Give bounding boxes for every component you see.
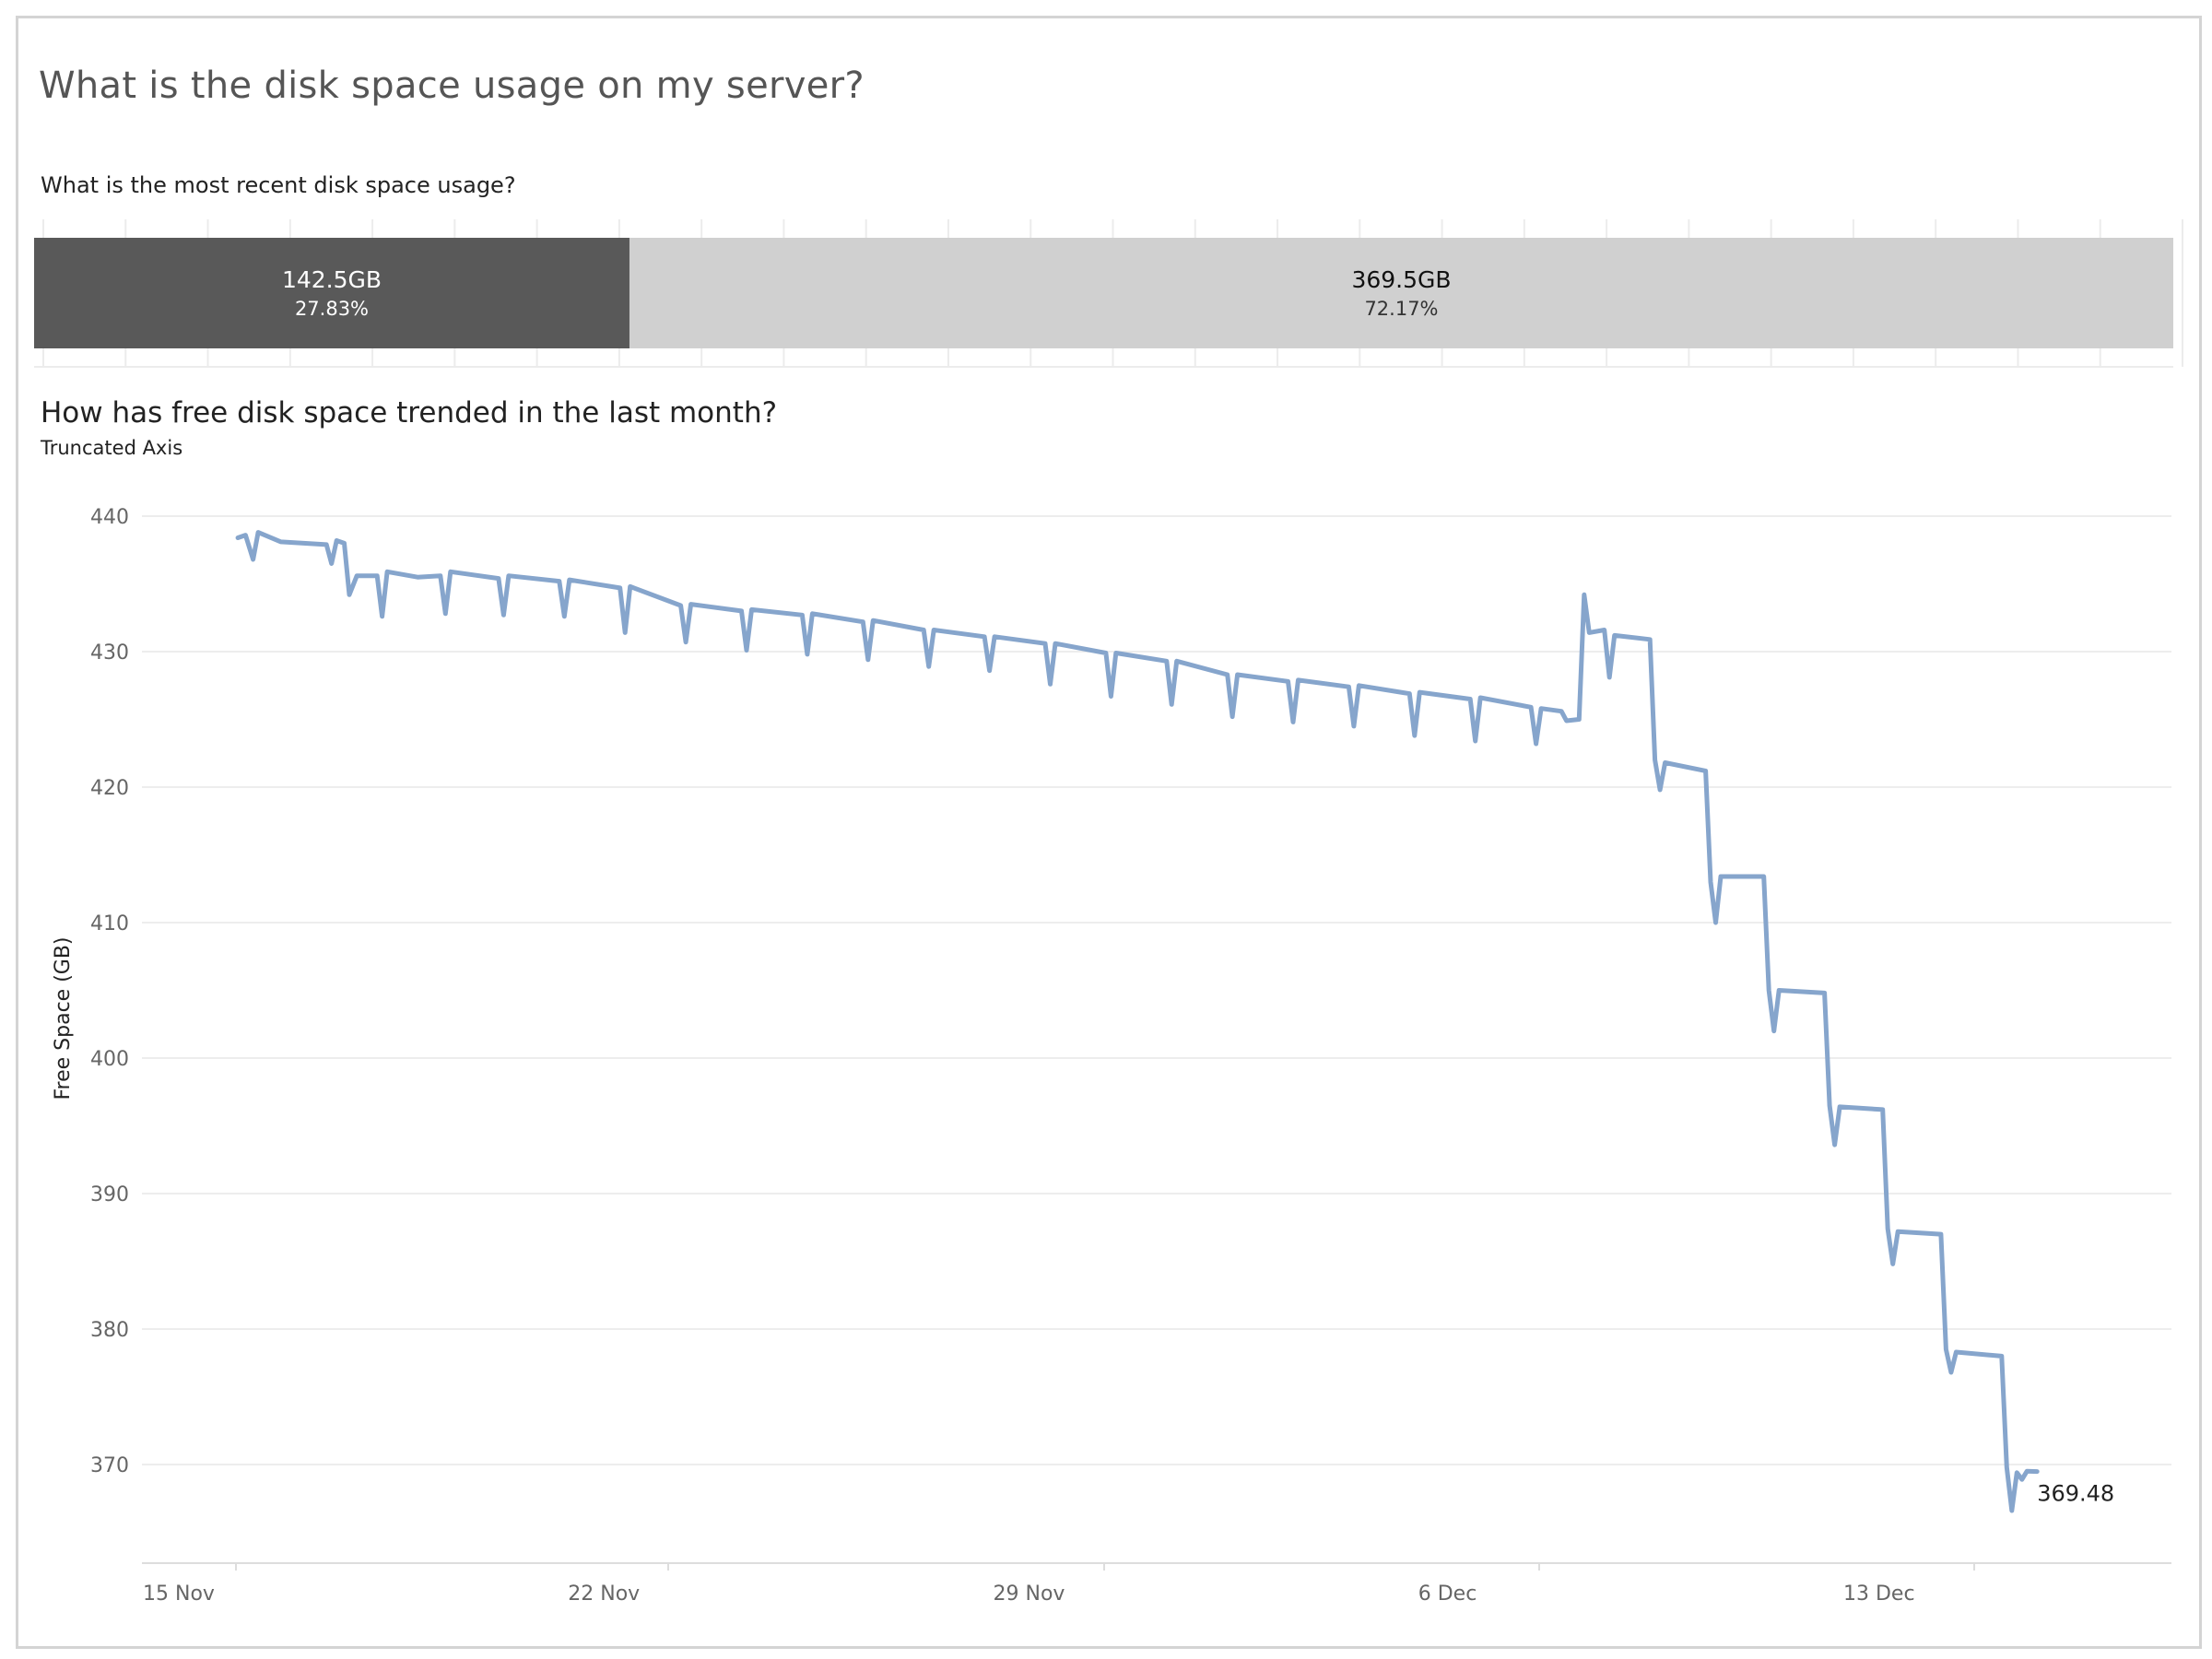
- used-space-label: 142.5GB: [282, 266, 382, 293]
- trend-section-title: How has free disk space trended in the l…: [41, 396, 778, 429]
- dashboard-title: What is the disk space usage on my serve…: [39, 65, 865, 107]
- usage-bar-chart: 142.5GB 27.83% 369.5GB 72.17%: [34, 219, 2183, 368]
- free-space-percent: 72.17%: [1364, 298, 1438, 320]
- usage-section-title: What is the most recent disk space usage…: [41, 172, 516, 198]
- used-space-percent: 27.83%: [295, 298, 369, 320]
- free-space-label: 369.5GB: [1351, 266, 1451, 293]
- free-space-bar[interactable]: [629, 238, 2173, 348]
- used-space-bar[interactable]: [34, 238, 629, 348]
- trend-section-subtitle: Truncated Axis: [41, 437, 183, 459]
